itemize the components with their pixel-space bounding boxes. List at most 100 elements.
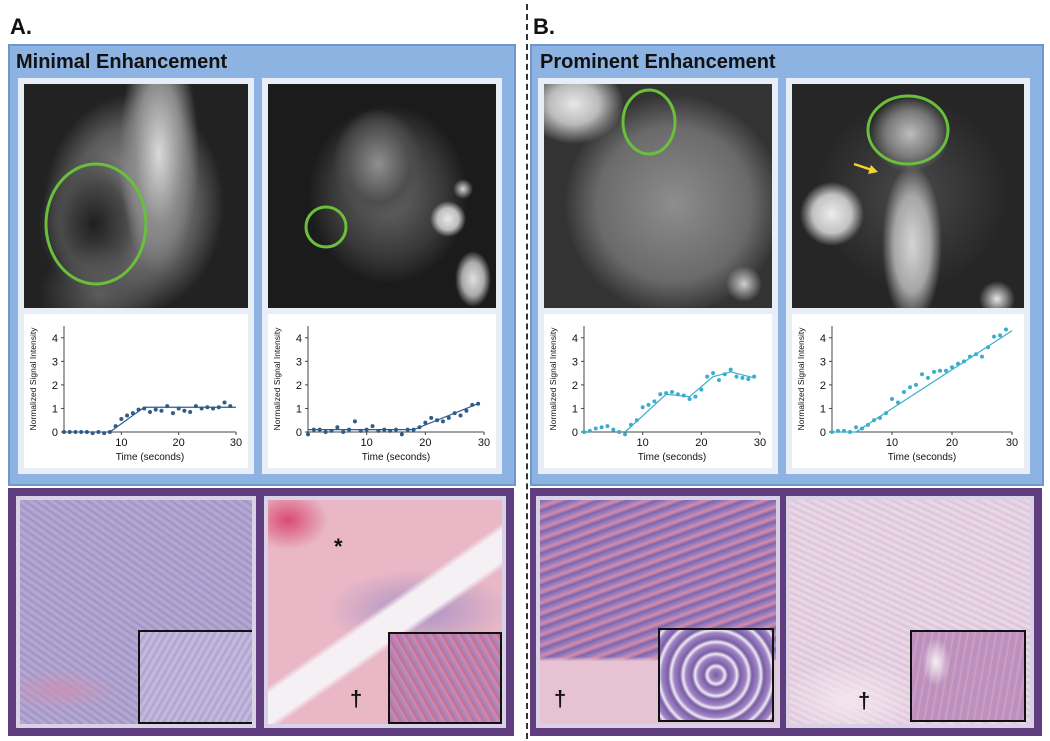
data-point: [159, 408, 164, 413]
mri-card-b2: 0 1 2 3 4 10 20 30 Time (seconds) Normalized Sign…: [786, 78, 1030, 474]
x-tick-label: 10: [637, 437, 649, 449]
data-point: [587, 428, 592, 433]
data-point: [652, 399, 657, 404]
panel-letter-b: B.: [533, 14, 555, 39]
data-point: [73, 430, 78, 434]
data-point: [992, 334, 996, 339]
y-tick-label: 0: [52, 427, 58, 439]
data-point: [394, 427, 398, 432]
y-tick-label: 2: [820, 380, 826, 392]
x-tick-label: 20: [419, 437, 431, 449]
y-tick-label: 3: [572, 356, 578, 368]
data-point: [119, 417, 124, 422]
data-point: [914, 382, 918, 387]
data-point: [476, 401, 481, 406]
data-point: [130, 411, 135, 416]
data-point: [182, 408, 187, 413]
dagger-mark: †: [858, 688, 871, 713]
data-point: [96, 430, 101, 434]
data-point: [142, 406, 147, 411]
data-point: [470, 402, 475, 407]
data-point: [113, 424, 118, 429]
graph-a1: 0 1 2 3 4 10 20 30 Time (seconds) Normalized Sign…: [24, 314, 248, 468]
histology-card-a2: * †: [264, 496, 506, 728]
data-point: [423, 420, 428, 425]
y-tick-label: 1: [52, 403, 58, 415]
y-tick-label: 0: [820, 427, 826, 439]
mri-image: [24, 84, 248, 308]
data-point: [675, 392, 680, 397]
y-tick-label: 4: [820, 333, 826, 345]
x-axis-label: Time (seconds): [362, 452, 431, 463]
fit-line: [832, 330, 1013, 433]
data-point: [317, 427, 322, 432]
x-tick-label: 30: [1006, 437, 1018, 449]
data-point: [370, 424, 375, 429]
histology-inset: [388, 632, 502, 724]
roi-circle: [866, 94, 950, 166]
data-point: [148, 409, 152, 414]
data-point: [199, 406, 204, 411]
data-point: [705, 374, 710, 379]
x-tick-label: 30: [754, 437, 766, 449]
histology-image: †: [540, 500, 776, 724]
data-point: [176, 406, 181, 411]
fit-line: [624, 371, 755, 433]
data-point: [358, 428, 363, 433]
roi-circle: [621, 88, 677, 156]
data-point: [628, 422, 633, 427]
y-axis-label: Normalized Signal Intensity: [272, 327, 282, 431]
panel-title-b: Prominent Enhancement: [540, 51, 776, 73]
data-point: [830, 430, 834, 434]
histology-image: †: [790, 500, 1030, 724]
data-point: [136, 407, 141, 412]
y-axis-label: Normalized Signal Intensity: [28, 327, 38, 431]
data-point: [62, 430, 66, 434]
data-point: [734, 374, 739, 379]
x-tick-label: 30: [478, 437, 490, 449]
data-point: [974, 352, 978, 357]
data-point: [890, 397, 894, 402]
data-point: [611, 427, 616, 432]
mri-image: [268, 84, 496, 308]
x-tick-label: 30: [230, 437, 242, 449]
data-point: [854, 425, 858, 430]
data-point: [908, 385, 912, 390]
data-point: [593, 426, 598, 431]
fit-line: [308, 403, 479, 431]
data-point: [79, 430, 84, 434]
histology-inset: [138, 630, 252, 724]
dagger-mark: †: [350, 686, 363, 711]
x-tick-label: 20: [173, 437, 185, 449]
panel-letter-a: A.: [10, 14, 32, 39]
data-point: [388, 428, 393, 433]
data-point: [216, 405, 221, 410]
roi-circle: [304, 205, 348, 249]
data-point: [664, 391, 669, 396]
data-point: [417, 425, 422, 430]
mri-card-b1: 0 1 2 3 4 10 20 30 Time (seconds) Normalized Sign…: [538, 78, 778, 474]
data-point: [634, 418, 639, 423]
data-point: [347, 427, 352, 432]
data-point: [165, 404, 170, 409]
y-tick-label: 0: [572, 427, 578, 439]
y-tick-label: 3: [52, 356, 58, 368]
data-point: [67, 430, 72, 434]
data-point: [452, 411, 457, 416]
y-tick-label: 0: [296, 427, 302, 439]
mri-panel-b: Prominent Enhancement 0 1 2 3 4 10 20 30 Time (s…: [530, 44, 1044, 486]
data-point: [681, 393, 686, 398]
data-point: [848, 430, 852, 434]
data-point: [211, 406, 216, 411]
data-point: [980, 354, 984, 359]
y-tick-label: 3: [820, 356, 826, 368]
x-tick-label: 10: [886, 437, 898, 449]
data-point: [658, 392, 663, 397]
y-tick-label: 2: [296, 380, 302, 392]
panel-title-a: Minimal Enhancement: [16, 51, 228, 73]
data-point: [364, 427, 369, 432]
histology-card-b1: †: [536, 496, 780, 728]
data-point: [693, 394, 698, 399]
data-point: [228, 404, 233, 409]
data-point: [153, 407, 158, 412]
